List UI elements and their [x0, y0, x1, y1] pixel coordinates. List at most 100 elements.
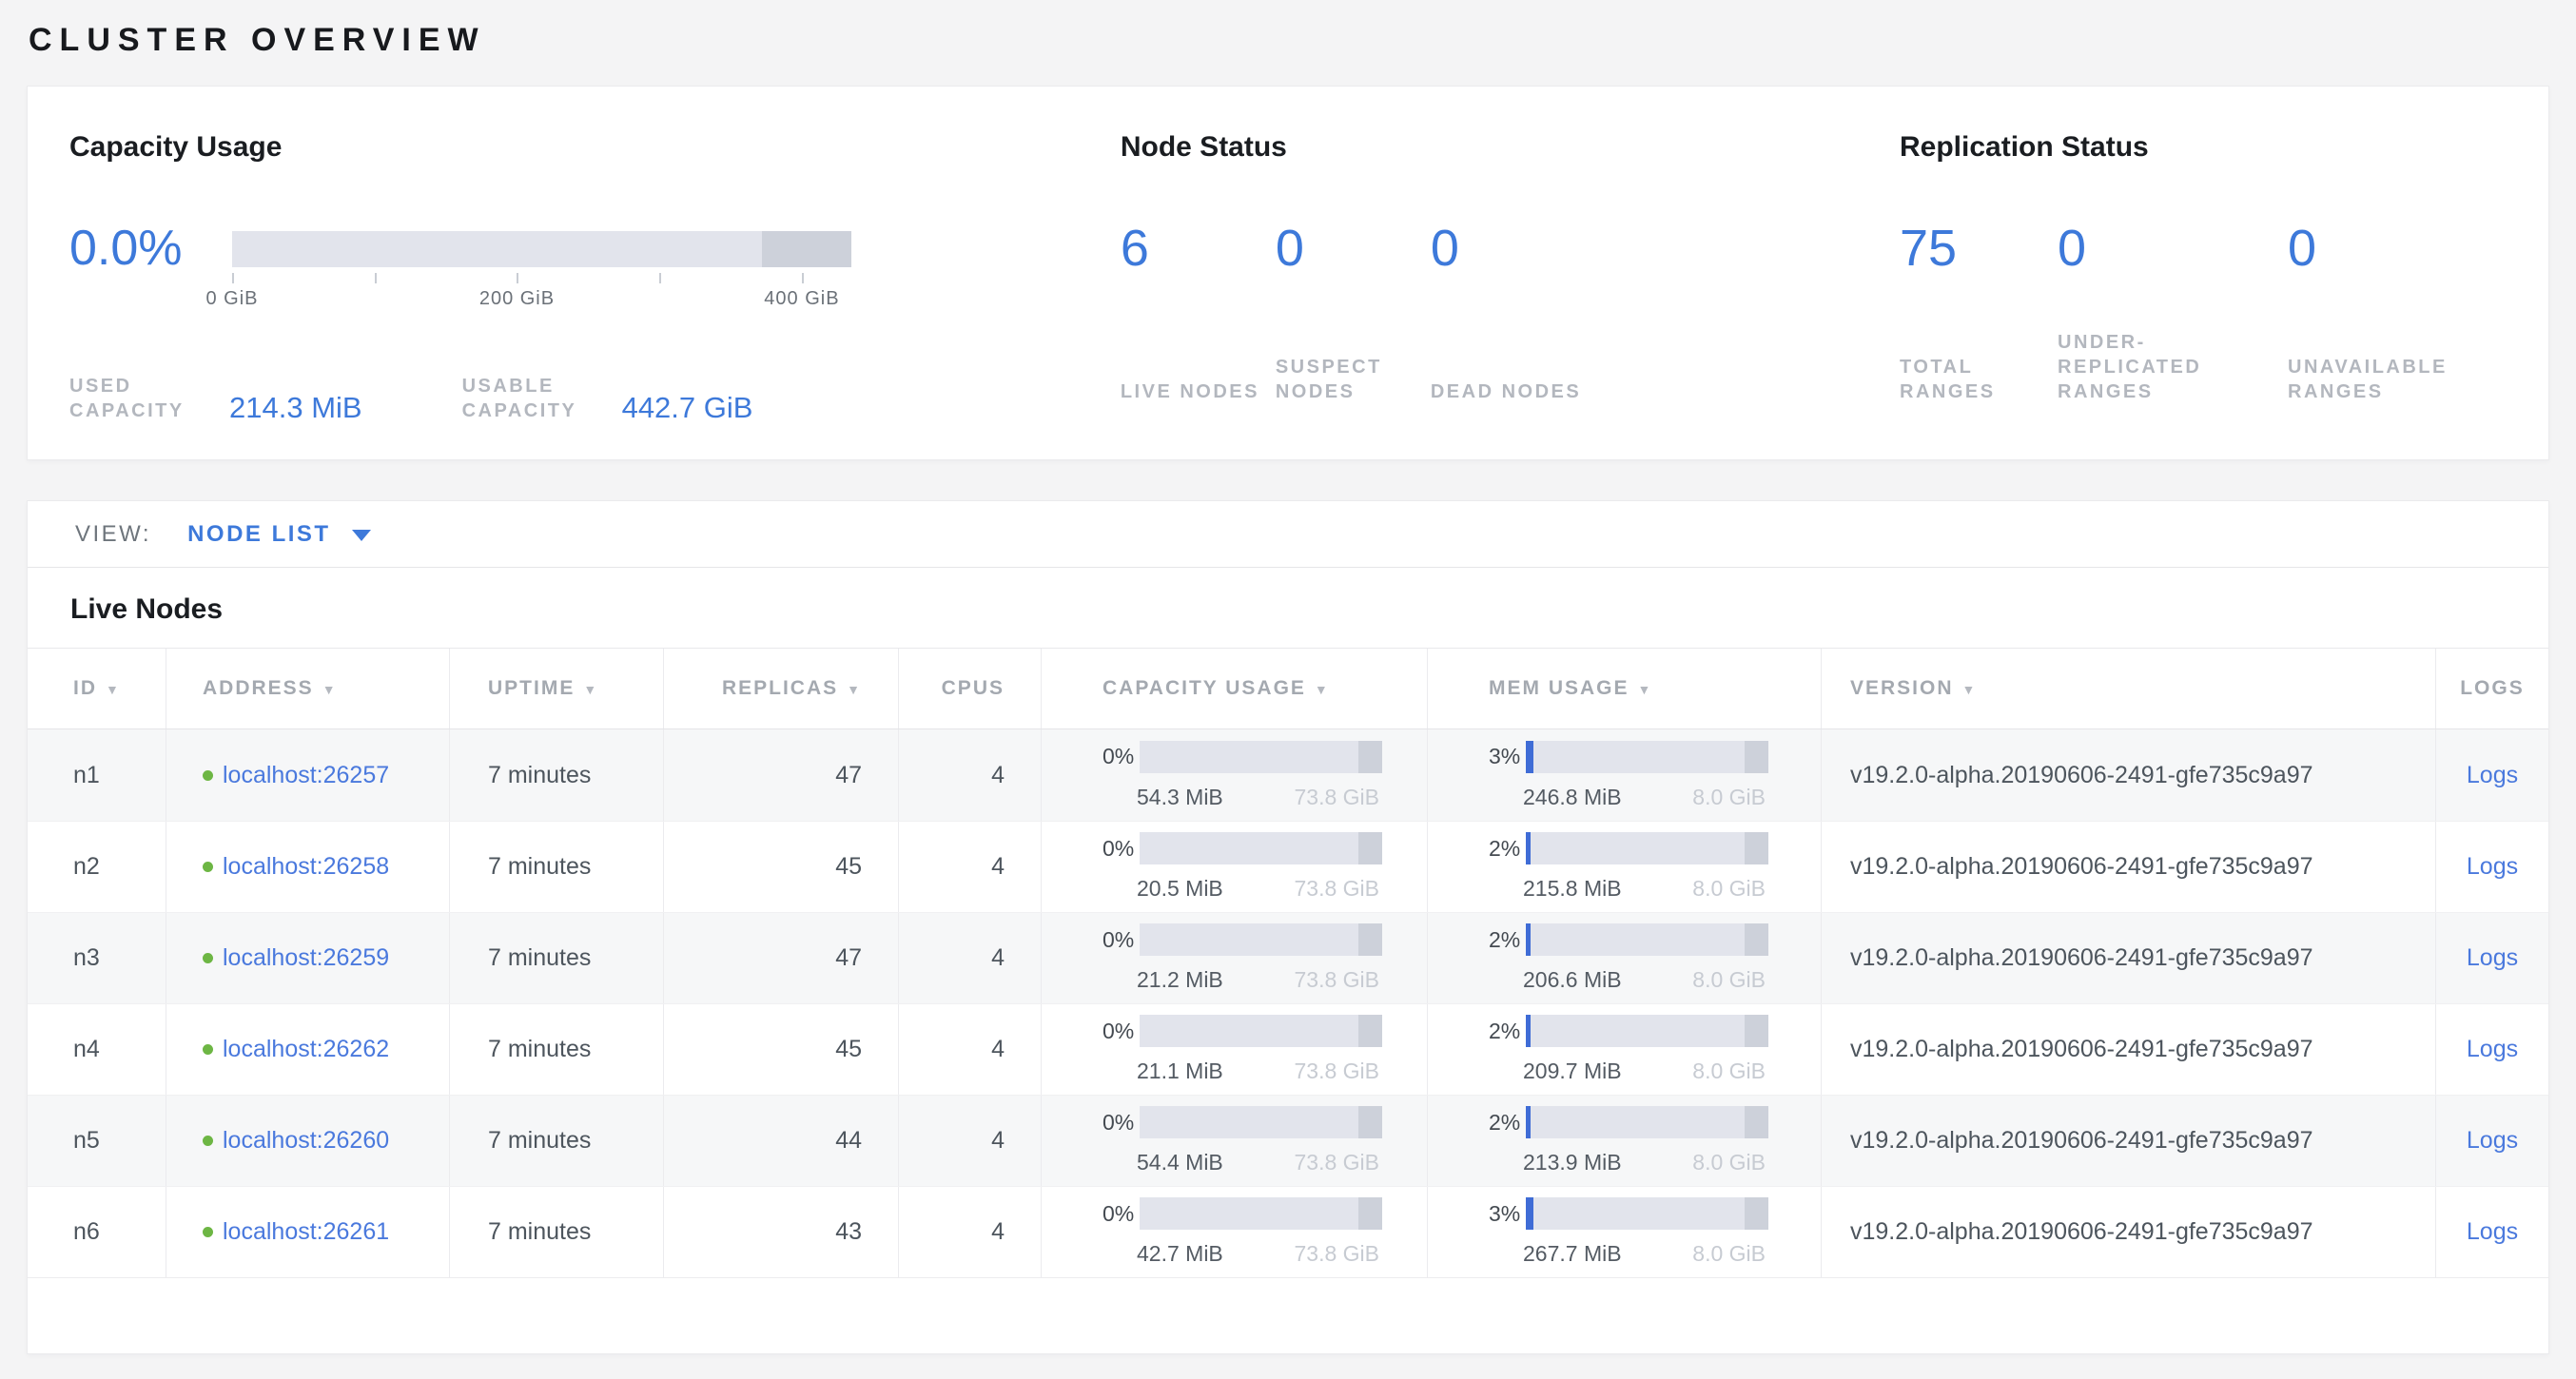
mem-usage-cell: 2% 209.7 MiB 8.0 GiB	[1428, 1015, 1821, 1084]
column-header-mem-usage[interactable]: MEM USAGE ▼	[1427, 649, 1821, 728]
replication-status-section: Replication Status 75 TOTAL RANGES 0 UND…	[1900, 130, 2507, 459]
node-cpus: 4	[991, 1036, 1005, 1062]
column-header-replicas[interactable]: REPLICAS ▼	[663, 649, 898, 728]
mem-usage-fill	[1526, 832, 1532, 864]
column-header-version[interactable]: VERSION ▼	[1821, 649, 2435, 728]
mem-usage-bar	[1526, 832, 1769, 864]
mem-usage-percent: 2%	[1489, 1018, 1521, 1043]
node-logs-link[interactable]: Logs	[2466, 944, 2519, 971]
capacity-used-value: 21.1 MiB	[1137, 1059, 1223, 1083]
capacity-usage-bar	[1140, 832, 1383, 864]
sort-caret-icon: ▼	[1314, 682, 1330, 697]
mem-total-value: 8.0 GiB	[1692, 876, 1766, 901]
used-capacity-detail: USED CAPACITY 214.3 MiB	[69, 374, 362, 423]
node-uptime: 7 minutes	[488, 1127, 592, 1154]
capacity-usage-cell: 0% 20.5 MiB 73.8 GiB	[1042, 832, 1427, 902]
node-address-link[interactable]: localhost:26261	[223, 1218, 390, 1245]
node-cpus: 4	[991, 944, 1005, 971]
capacity-usage-percent: 0%	[1103, 744, 1135, 768]
node-logs-link[interactable]: Logs	[2466, 1218, 2519, 1245]
column-header-id[interactable]: ID ▼	[28, 649, 166, 728]
column-header-uptime[interactable]: UPTIME ▼	[449, 649, 663, 728]
capacity-total-value: 73.8 GiB	[1294, 876, 1380, 901]
capacity-usage-reserved-segment	[1357, 923, 1383, 956]
mem-usage-percent: 3%	[1489, 1200, 1521, 1226]
column-header-cpus: CPUS	[898, 649, 1041, 728]
node-id: n3	[73, 944, 100, 971]
total-ranges-label: TOTAL RANGES	[1900, 357, 1996, 402]
node-status-stats: 6 LIVE NODES 0 SUSPECT NODES 0 DEAD NODE…	[1121, 220, 1900, 404]
node-logs-link[interactable]: Logs	[2466, 853, 2519, 880]
total-ranges-count: 75	[1900, 220, 1958, 277]
node-address-link[interactable]: localhost:26262	[223, 1036, 390, 1062]
node-version: v19.2.0-alpha.20190606-2491-gfe735c9a97	[1850, 853, 2313, 880]
capacity-usage-percent: 0%	[1103, 1018, 1135, 1043]
mem-total-value: 8.0 GiB	[1692, 1150, 1766, 1175]
node-replicas: 45	[835, 1036, 862, 1062]
sort-caret-icon: ▼	[583, 682, 599, 697]
node-uptime: 7 minutes	[488, 1036, 592, 1062]
suspect-nodes-count: 0	[1275, 220, 1304, 277]
node-address-link[interactable]: localhost:26258	[223, 853, 390, 880]
sort-caret-icon: ▼	[1637, 682, 1653, 697]
node-address-link[interactable]: localhost:26260	[223, 1127, 390, 1154]
mem-usage-reserved-segment	[1744, 832, 1769, 864]
mem-used-value: 267.7 MiB	[1523, 1241, 1622, 1266]
mem-usage-bar	[1526, 1015, 1769, 1047]
capacity-usage-bar	[1140, 923, 1383, 956]
capacity-usage-cell: 0% 21.2 MiB 73.8 GiB	[1042, 923, 1427, 993]
node-id: n6	[73, 1218, 100, 1245]
column-header-address[interactable]: ADDRESS ▼	[166, 649, 449, 728]
live-nodes-stat: 6 LIVE NODES	[1121, 220, 1276, 404]
node-live-status-dot	[203, 953, 213, 963]
column-label: VERSION	[1850, 677, 1954, 699]
node-uptime: 7 minutes	[488, 761, 592, 788]
view-bar: VIEW: NODE LIST	[28, 501, 2548, 568]
mem-usage-cell: 3% 246.8 MiB 8.0 GiB	[1428, 740, 1821, 810]
capacity-total-value: 73.8 GiB	[1294, 1241, 1380, 1266]
capacity-used-percent: 0.0%	[69, 221, 183, 276]
node-live-status-dot	[203, 769, 213, 781]
mem-usage-reserved-segment	[1744, 923, 1769, 956]
axis-tick	[374, 273, 377, 283]
node-logs-link[interactable]: Logs	[2466, 1036, 2519, 1062]
node-logs-link[interactable]: Logs	[2466, 761, 2519, 788]
capacity-details: USED CAPACITY 214.3 MiB USABLE CAPACITY …	[69, 374, 1121, 423]
capacity-used-value: 21.2 MiB	[1137, 967, 1223, 992]
capacity-usage-bar	[1140, 1106, 1383, 1138]
node-replicas: 43	[835, 1218, 862, 1245]
axis-label-400gib: 400 GiB	[764, 288, 840, 309]
mem-usage-bar	[1526, 1197, 1769, 1230]
view-selected-option: NODE LIST	[187, 520, 331, 547]
node-replicas: 44	[835, 1127, 862, 1154]
column-label: UPTIME	[488, 677, 576, 699]
under-replicated-ranges-label: UNDER-REPLICATED RANGES	[2058, 332, 2202, 402]
node-uptime: 7 minutes	[488, 944, 592, 971]
node-version: v19.2.0-alpha.20190606-2491-gfe735c9a97	[1850, 1218, 2313, 1245]
capacity-usage-cell: 0% 54.4 MiB 73.8 GiB	[1042, 1106, 1427, 1175]
capacity-usage-bar	[1140, 740, 1383, 773]
node-logs-link[interactable]: Logs	[2466, 1127, 2519, 1154]
capacity-usage-reserved-segment	[1357, 832, 1383, 864]
column-label: ID	[73, 677, 97, 699]
table-row: n2 localhost:26258 7 minutes 45 4 0% 20.…	[28, 821, 2548, 912]
view-selector-dropdown[interactable]: NODE LIST	[187, 521, 371, 548]
column-header-capacity-usage[interactable]: CAPACITY USAGE ▼	[1041, 649, 1427, 728]
capacity-usage-reserved-segment	[1357, 740, 1383, 773]
node-address-link[interactable]: localhost:26257	[223, 761, 390, 788]
node-address-link[interactable]: localhost:26259	[223, 944, 390, 971]
column-label: LOGS	[2460, 677, 2525, 699]
mem-usage-fill	[1526, 1106, 1532, 1138]
node-live-status-dot	[203, 1227, 213, 1237]
node-live-status-dot	[203, 862, 213, 872]
page-title: CLUSTER OVERVIEW	[29, 22, 486, 58]
node-live-status-dot	[203, 1136, 213, 1146]
axis-tick	[517, 273, 519, 283]
mem-total-value: 8.0 GiB	[1692, 1241, 1766, 1266]
table-row: n1 localhost:26257 7 minutes 47 4 0% 54.…	[28, 729, 2548, 821]
mem-usage-cell: 2% 215.8 MiB 8.0 GiB	[1428, 832, 1821, 902]
capacity-total-value: 73.8 GiB	[1294, 1059, 1380, 1083]
node-replicas: 45	[835, 853, 862, 880]
node-version: v19.2.0-alpha.20190606-2491-gfe735c9a97	[1850, 1036, 2313, 1062]
